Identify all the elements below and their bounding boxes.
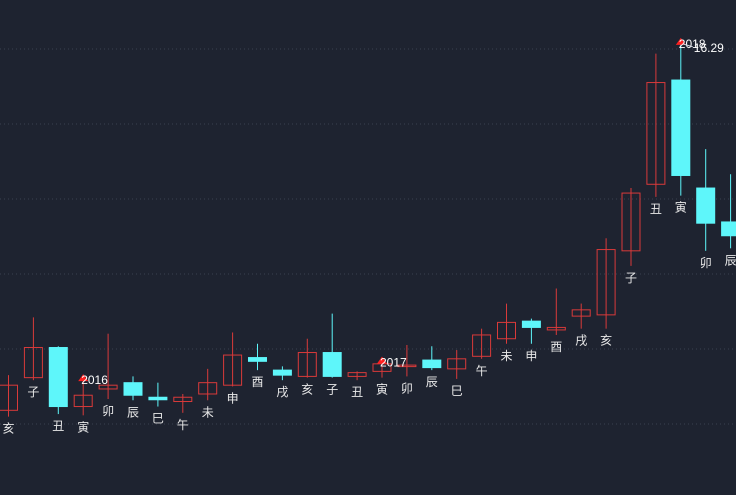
candle-label: 寅 xyxy=(77,419,89,434)
candle-label: 未 xyxy=(202,405,214,419)
candle-label: 戌 xyxy=(276,385,288,399)
candle-body-up xyxy=(646,82,666,185)
year-marker-label: 2018 xyxy=(679,37,706,51)
candle-body-up xyxy=(497,321,516,340)
candle-body-up xyxy=(347,372,367,377)
candle-body-up xyxy=(198,382,218,395)
annotation-pointer xyxy=(682,43,693,48)
candle-body-down xyxy=(422,359,442,369)
candle-label: 卯 xyxy=(700,256,712,270)
candle-label: 未 xyxy=(500,349,512,363)
candle-body-down xyxy=(248,357,267,362)
candle-body-down xyxy=(123,382,143,396)
candle-label: 辰 xyxy=(127,405,139,419)
candle-body-up xyxy=(372,363,392,372)
candle-body-up xyxy=(223,354,243,386)
candle-label: 子 xyxy=(326,383,338,397)
candle-body-down xyxy=(696,187,716,224)
candle-body-up xyxy=(297,352,317,377)
candle-body-up xyxy=(397,364,417,368)
candle-label: 寅 xyxy=(376,382,388,397)
candle-label: 戌 xyxy=(575,334,587,348)
candle-label: 亥 xyxy=(600,334,612,348)
candle-label: 巳 xyxy=(152,412,164,426)
candle-body-down xyxy=(671,79,691,176)
candle-label: 子 xyxy=(625,271,637,285)
candle-body-up xyxy=(173,396,193,403)
candle-label: 申 xyxy=(227,391,239,405)
year-marker-flag xyxy=(377,356,387,364)
year-marker-label: 2017 xyxy=(380,356,407,370)
candle-body-down xyxy=(322,352,342,377)
candle-label: 午 xyxy=(476,364,488,378)
candle-label: 申 xyxy=(525,349,537,363)
year-marker-flag xyxy=(78,374,89,382)
candle-body-up xyxy=(73,394,93,408)
candle-label: 寅 xyxy=(675,200,687,215)
candle-label: 酉 xyxy=(550,340,562,354)
candle-body-down xyxy=(521,320,541,328)
candle-label: 酉 xyxy=(251,375,263,389)
candle-label: 丑 xyxy=(650,202,662,216)
year-marker-flag xyxy=(675,37,686,45)
candle-body-up xyxy=(447,358,467,370)
candle-body-up xyxy=(472,334,492,357)
candle-body-down xyxy=(148,396,168,401)
candle-body-up xyxy=(621,192,641,252)
candle-label: 亥 xyxy=(301,383,313,397)
candle-body-down xyxy=(272,369,292,376)
candle-label: 巳 xyxy=(451,384,463,398)
candle-label: 午 xyxy=(177,418,189,432)
year-marker-label: 2016 xyxy=(81,373,108,387)
candle-label: 辰 xyxy=(426,375,438,389)
candle-body-up xyxy=(23,347,43,379)
candle-body-down xyxy=(48,347,68,408)
candle-label: 丑 xyxy=(351,385,363,399)
candle-body-up xyxy=(546,326,566,331)
candle-label: 子 xyxy=(27,385,39,399)
candle-body-down xyxy=(721,221,736,237)
candle-label: 丑 xyxy=(52,419,64,433)
candle-body-up xyxy=(571,309,591,317)
candle-label: 辰 xyxy=(725,253,736,267)
candle-body-up xyxy=(98,384,118,390)
candle-label: 亥 xyxy=(2,422,14,436)
candle-label: 卯 xyxy=(401,381,413,395)
annotation-label: 16.29 xyxy=(694,41,724,55)
candle-label: 卯 xyxy=(102,404,114,418)
candle-body-up xyxy=(0,384,18,411)
candle-body-up xyxy=(596,249,616,316)
